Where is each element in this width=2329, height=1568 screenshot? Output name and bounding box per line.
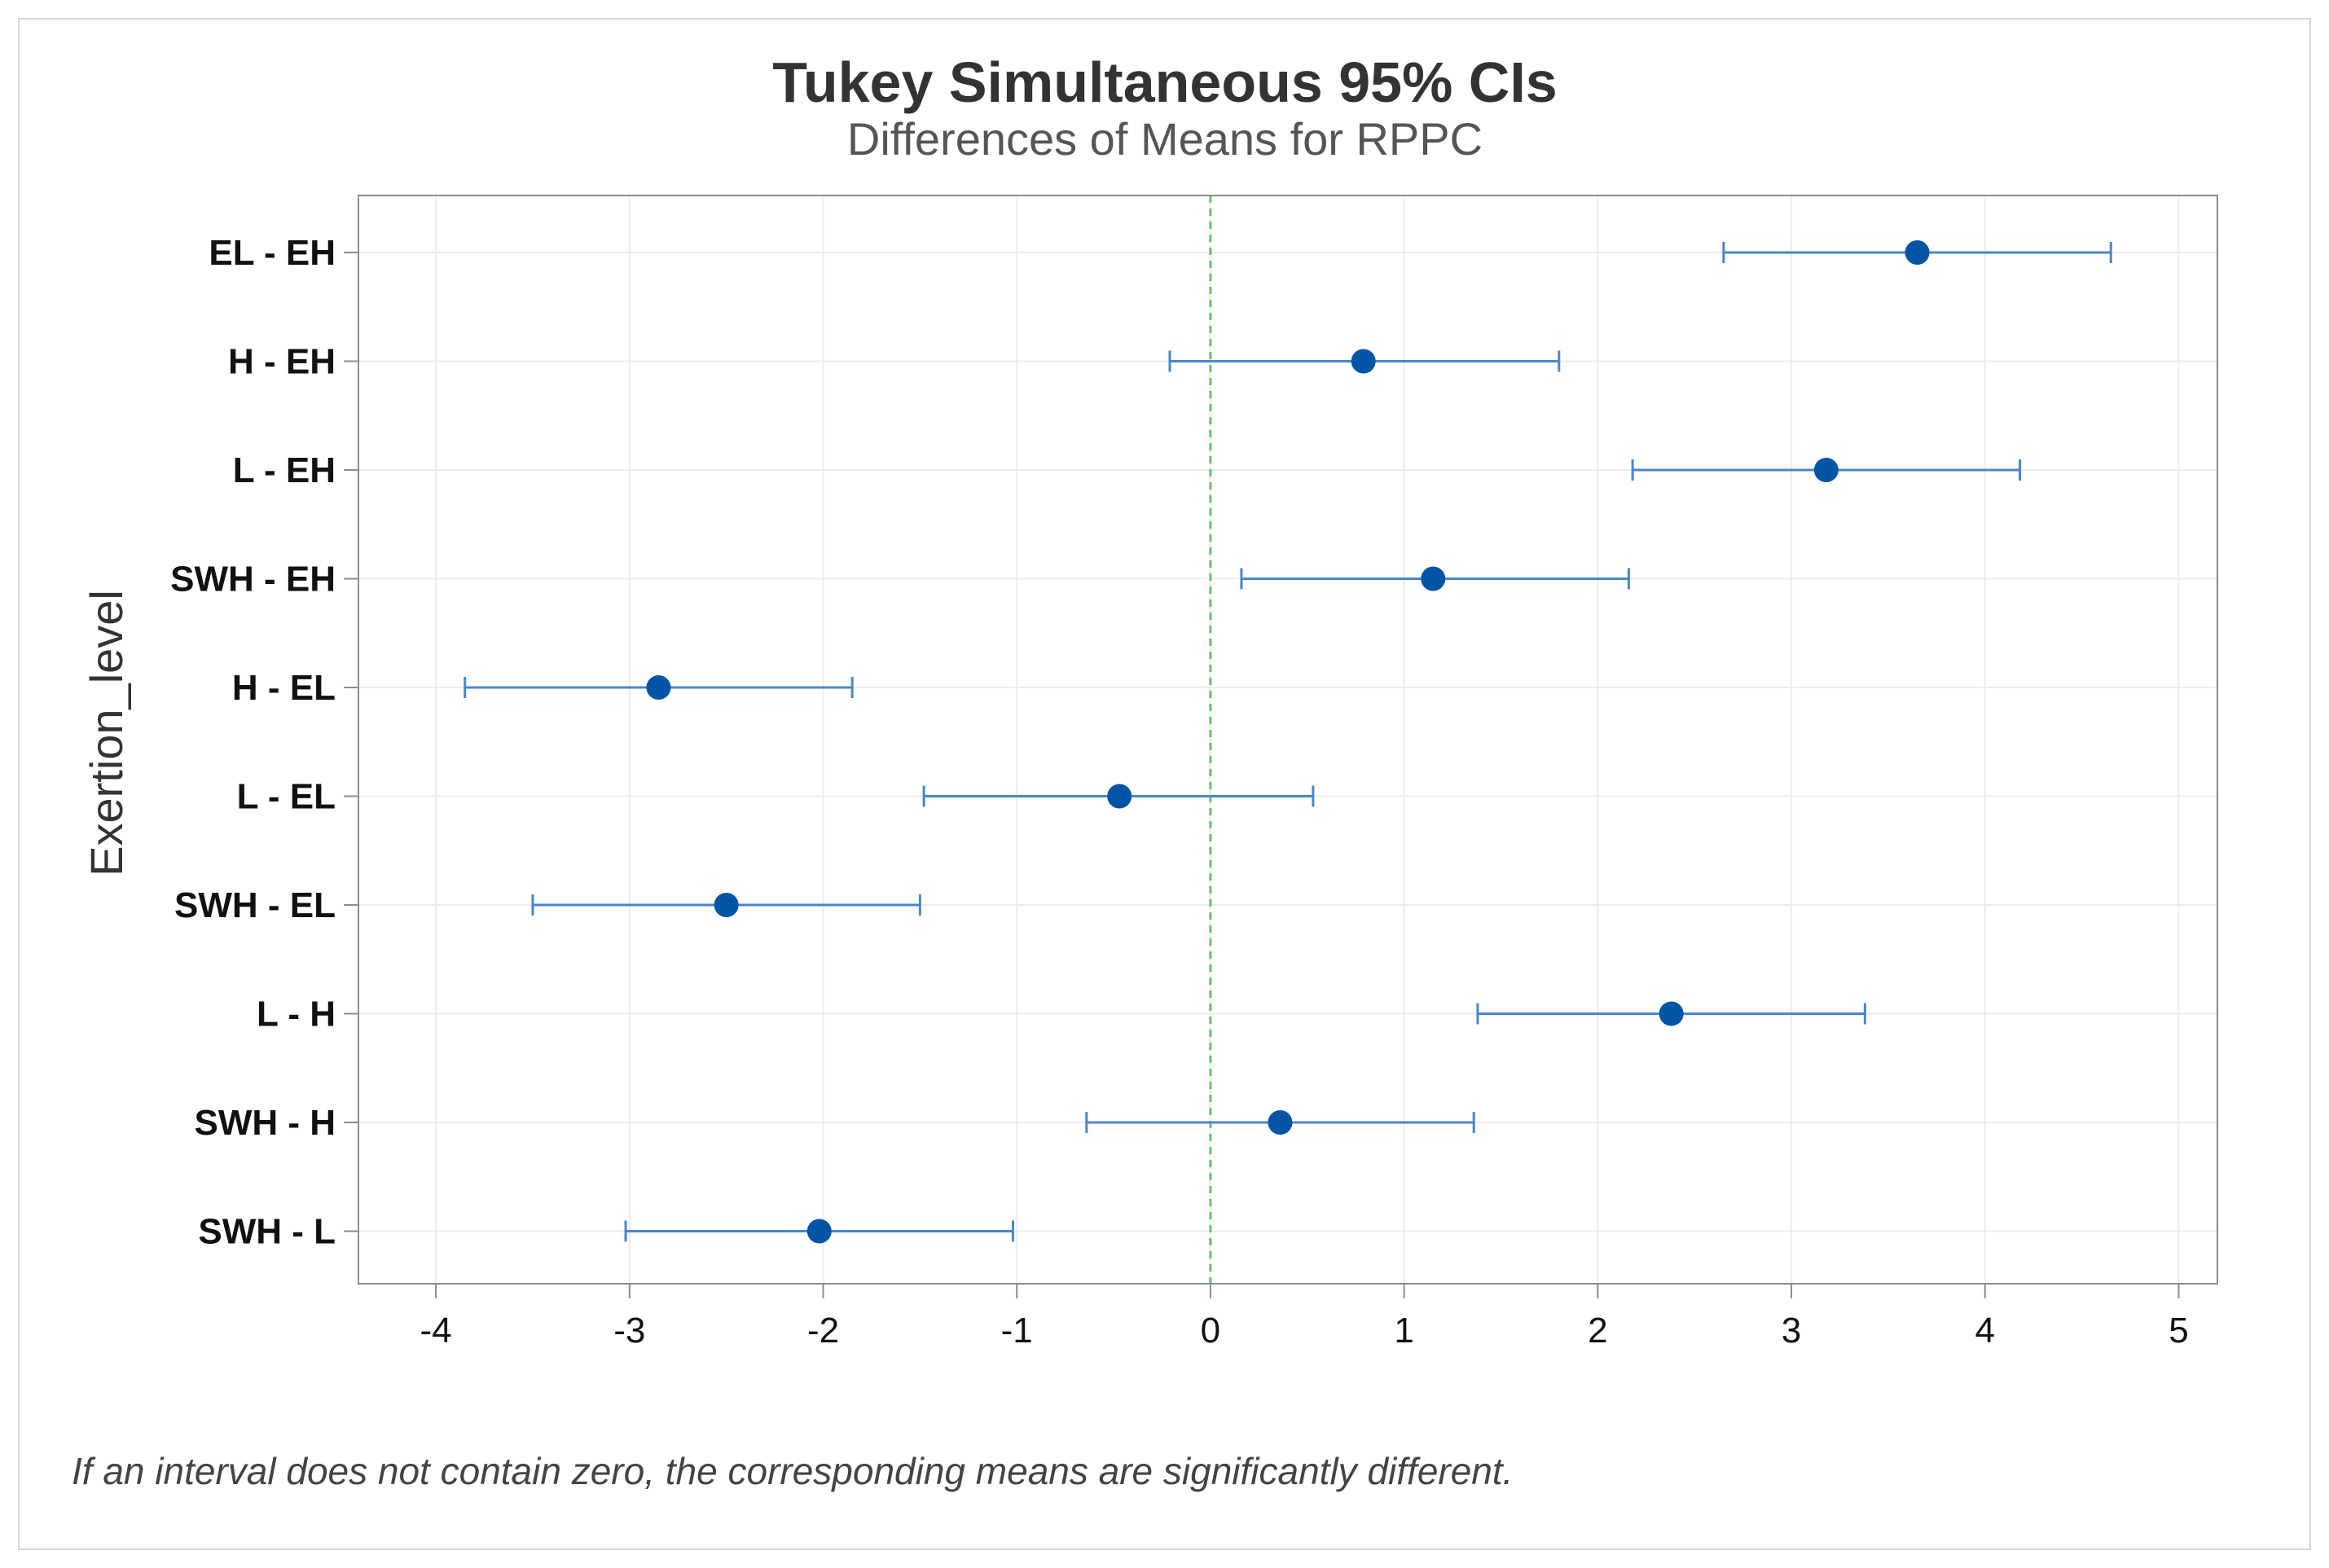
estimate-point [806,1219,832,1244]
chart-title: Tukey Simultaneous 95% CIs [772,51,1557,114]
category-label: L - H [257,995,336,1034]
estimate-point [1268,1110,1293,1135]
x-tick-label: 1 [1394,1311,1413,1351]
interval-group [1240,566,1630,591]
interval-group [1476,1001,1866,1026]
interval-group [1631,458,2022,482]
interval-group [1168,349,1561,374]
category-label: H - EL [232,668,336,708]
chart-frame [18,18,2311,1550]
chart-subtitle: Differences of Means for RPPC [847,113,1483,165]
estimate-point [1659,1001,1684,1026]
category-label: EL - EH [209,233,336,273]
interval-group [464,675,854,700]
y-axis-categories: EL - EH H - EH L - EH SWH - EH H - EL L - EL S… [170,233,358,1252]
plot-area [358,195,2218,1285]
category-label: SWH - EH [170,560,336,600]
footnote: If an interval does not contain zero, th… [72,1450,1513,1492]
category-label: H - EH [228,342,336,382]
estimate-point [646,675,671,700]
x-tick-label: -2 [807,1311,839,1351]
x-tick-label: -4 [420,1311,452,1351]
interval-group [624,1219,1014,1244]
x-axis: -4 -3 -2 -1 0 1 2 3 4 5 [420,1284,2189,1351]
interval-group [922,784,1315,809]
x-tick-label: 5 [2169,1311,2188,1351]
estimate-point [714,893,739,917]
x-tick-label: 3 [1782,1311,1801,1351]
x-tick-label: -1 [1001,1311,1033,1351]
estimate-point [1351,349,1376,374]
estimate-point [1813,458,1839,482]
x-tick-label: 4 [1975,1311,1995,1351]
interval-series [464,240,2112,1244]
category-label: SWH - H [194,1103,336,1143]
x-tick-label: 0 [1201,1311,1220,1351]
x-tick-label: 2 [1588,1311,1607,1351]
y-axis-label: Exertion_level [81,590,132,876]
category-label: L - EH [233,450,336,490]
interval-group [1722,240,2112,265]
x-tick-label: -3 [613,1311,645,1351]
estimate-point [1421,566,1446,591]
interval-group [531,893,921,917]
estimate-point [1905,240,1930,265]
estimate-point [1107,784,1132,809]
interval-group [1085,1110,1475,1135]
category-label: SWH - L [198,1212,336,1252]
category-label: L - EL [237,777,336,817]
category-label: SWH - EL [174,885,336,925]
